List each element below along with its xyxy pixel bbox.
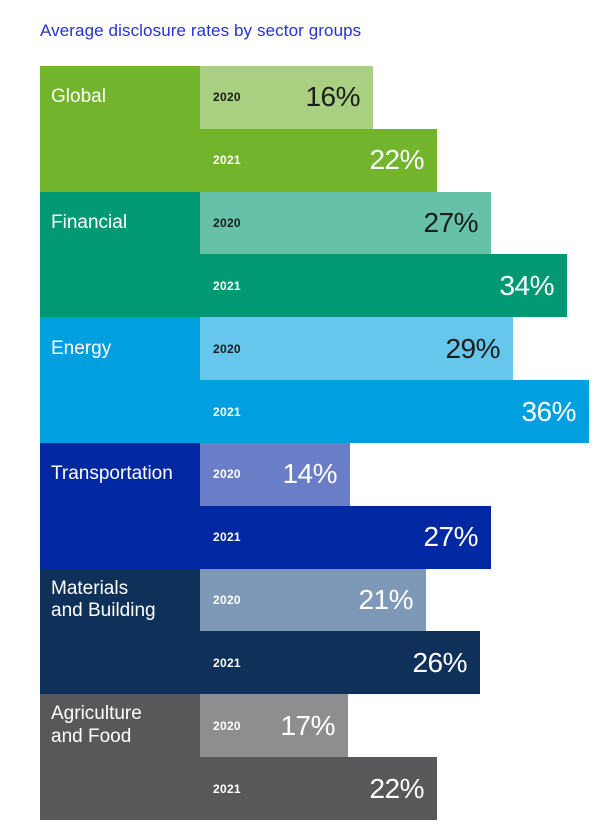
- sector-label: Transportation: [51, 463, 173, 485]
- bar-2020: 2020 21%: [200, 568, 426, 632]
- sector-label: Agriculture and Food: [51, 703, 142, 747]
- year-label-2021: 2021: [213, 655, 241, 670]
- sector-label-block: Global: [40, 66, 200, 192]
- bar-2020: 2020 16%: [200, 66, 373, 129]
- bar-2020: 2020 17%: [200, 694, 348, 758]
- sector-row: Energy 2020 29% 2021 36%: [40, 317, 600, 443]
- year-label-2021: 2021: [213, 404, 241, 419]
- value-label-2020: 27%: [423, 207, 478, 239]
- sector-label: Materials and Building: [51, 577, 156, 622]
- sector-row: Agriculture and Food 2020 17% 2021 22%: [40, 694, 600, 820]
- sector-label-block: Transportation: [40, 442, 200, 569]
- sector-label: Energy: [51, 337, 112, 359]
- value-label-2021: 27%: [423, 521, 478, 553]
- year-label-2020: 2020: [213, 216, 241, 231]
- bar-2021: 2021 27%: [200, 505, 491, 569]
- sector-bars: 2020 17% 2021 22%: [200, 694, 437, 820]
- bar-2020: 2020 27%: [200, 191, 491, 255]
- value-label-2020: 29%: [445, 332, 500, 364]
- sector-row: Global 2020 16% 2021 22%: [40, 66, 600, 192]
- year-label-2020: 2020: [213, 90, 241, 105]
- sector-label: Global: [51, 86, 106, 108]
- year-label-2021: 2021: [213, 278, 241, 293]
- disclosure-rates-bar-chart: Global 2020 16% 2021 22% Financial 2020 …: [40, 66, 600, 820]
- year-label-2021: 2021: [213, 530, 241, 545]
- sector-row: Financial 2020 27% 2021 34%: [40, 191, 600, 318]
- value-label-2021: 22%: [369, 772, 424, 804]
- value-label-2020: 21%: [358, 584, 413, 616]
- bar-2021: 2021 22%: [200, 128, 437, 192]
- sector-bars: 2020 16% 2021 22%: [200, 66, 437, 192]
- year-label-2021: 2021: [213, 153, 241, 168]
- bar-2021: 2021 22%: [200, 757, 437, 820]
- bar-2020: 2020 29%: [200, 317, 513, 381]
- value-label-2021: 22%: [369, 144, 424, 176]
- sector-bars: 2020 29% 2021 36%: [200, 317, 589, 443]
- sector-label-block: Materials and Building: [40, 568, 200, 695]
- year-label-2020: 2020: [213, 341, 241, 356]
- value-label-2020: 16%: [305, 81, 360, 113]
- bar-2020: 2020 14%: [200, 442, 350, 506]
- year-label-2020: 2020: [213, 593, 241, 608]
- value-label-2021: 26%: [412, 646, 467, 678]
- value-label-2020: 14%: [282, 458, 337, 490]
- sector-label-block: Agriculture and Food: [40, 694, 200, 820]
- sector-bars: 2020 21% 2021 26%: [200, 568, 480, 695]
- sector-bars: 2020 14% 2021 27%: [200, 442, 491, 569]
- bar-2021: 2021 36%: [200, 380, 589, 443]
- sector-bars: 2020 27% 2021 34%: [200, 191, 567, 318]
- year-label-2020: 2020: [213, 718, 241, 733]
- sector-row: Transportation 2020 14% 2021 27%: [40, 442, 600, 569]
- bar-2021: 2021 26%: [200, 631, 480, 695]
- bar-2021: 2021 34%: [200, 254, 567, 318]
- value-label-2021: 36%: [521, 395, 576, 427]
- year-label-2020: 2020: [213, 467, 241, 482]
- sector-label-block: Energy: [40, 317, 200, 443]
- sector-label: Financial: [51, 211, 128, 233]
- chart-title: Average disclosure rates by sector group…: [40, 21, 362, 40]
- value-label-2021: 34%: [499, 269, 554, 301]
- value-label-2020: 17%: [280, 709, 335, 741]
- year-label-2021: 2021: [213, 781, 241, 796]
- sector-label-block: Financial: [40, 191, 200, 318]
- sector-row: Materials and Building 2020 21% 2021 26%: [40, 568, 600, 695]
